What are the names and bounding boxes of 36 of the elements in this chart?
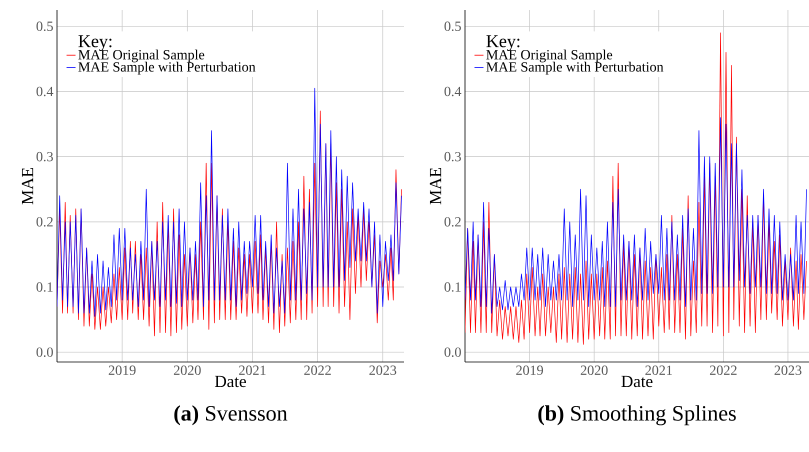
legend-title: Key: — [78, 35, 112, 51]
y-tick-label: 0.3 — [36, 152, 53, 162]
legend-title: Key: — [486, 35, 520, 51]
x-tick-label: 2019 — [516, 366, 544, 375]
y-tick-label: 0.5 — [36, 22, 53, 32]
x-tick-label: 2021 — [239, 366, 266, 375]
y-tick-label: 0.2 — [444, 217, 461, 227]
text: (b) Smoothing Splines — [538, 405, 736, 426]
x-tick-label: 2022 — [710, 366, 737, 375]
x-tick-label: 2022 — [304, 366, 331, 375]
legend-label: MAE Sample with Perturbation — [486, 62, 664, 75]
legend-label: MAE Sample with Perturbation — [78, 62, 256, 75]
x-tick-label: 2019 — [108, 366, 136, 375]
y-tick-label: 0.1 — [36, 282, 53, 292]
x-tick-label: 2020 — [174, 366, 201, 375]
x-tick-label: 2023 — [774, 366, 802, 375]
y-tick-label: 0.1 — [444, 282, 461, 292]
x-axis-title: Date — [621, 376, 652, 388]
y-axis-title: MAE — [22, 168, 34, 204]
y-tick-label: 0.4 — [444, 86, 462, 96]
y-tick-label: 0.0 — [36, 347, 53, 357]
text: (a) Svensson — [174, 405, 288, 426]
y-tick-label: 0.4 — [36, 86, 54, 96]
y-tick-label: 0.3 — [444, 152, 461, 162]
y-tick-label: 0.2 — [36, 217, 53, 227]
x-tick-label: 2020 — [580, 366, 608, 375]
line-series — [465, 117, 807, 314]
x-tick-label: 2021 — [645, 366, 672, 375]
legend-label: MAE Original Sample — [78, 50, 204, 62]
y-tick-label: 0.5 — [444, 22, 461, 32]
y-tick-label: 0.0 — [444, 347, 461, 357]
y-axis-title: MAE — [430, 168, 442, 204]
line-series — [57, 88, 402, 317]
legend-label: MAE Original Sample — [486, 50, 612, 62]
x-axis-title: Date — [214, 376, 246, 388]
x-tick-label: 2023 — [369, 366, 396, 375]
